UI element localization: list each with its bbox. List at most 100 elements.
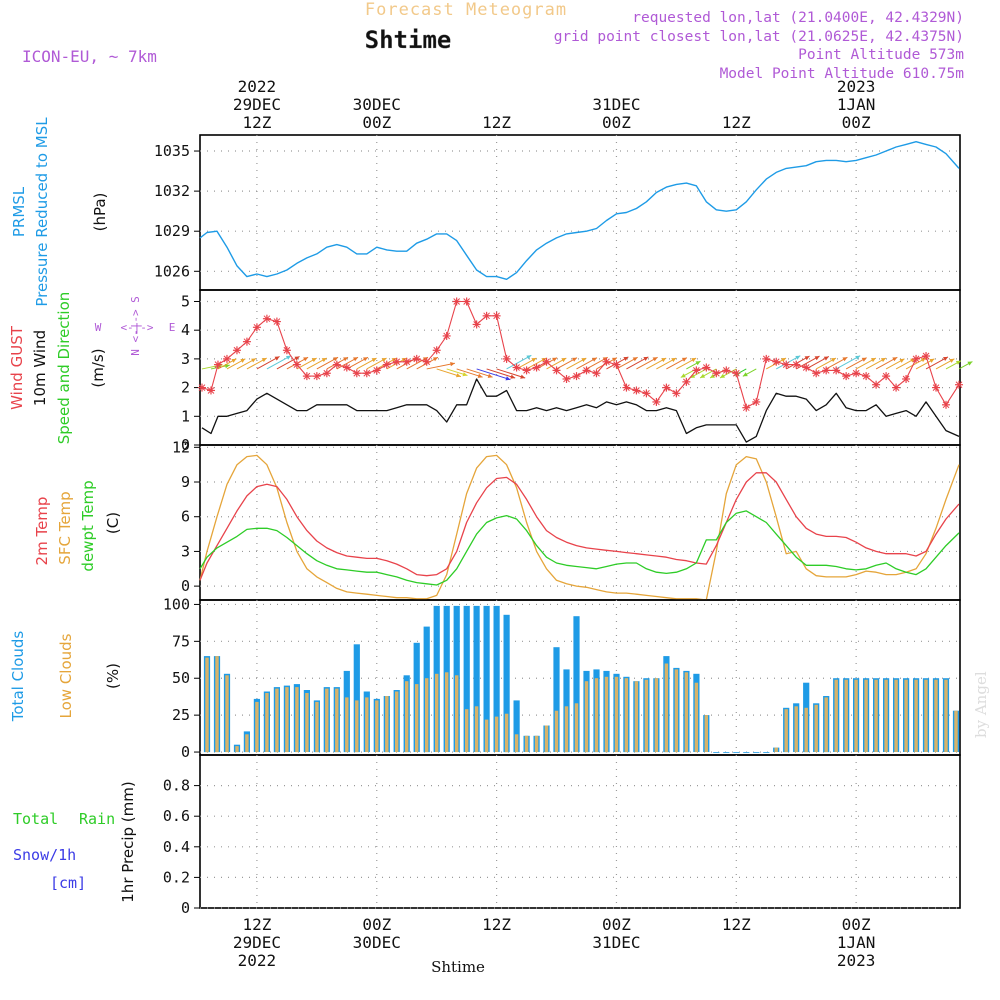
gust-marker-d2 — [643, 389, 650, 397]
y-tick-label: 1029 — [154, 222, 190, 240]
wind-gust-marker — [592, 369, 601, 378]
low-cloud-bar — [554, 710, 559, 752]
gust-marker-d2 — [702, 364, 710, 371]
low-cloud-bar — [205, 657, 209, 753]
wind-direction-arrow — [476, 368, 511, 381]
wind-gust-marker — [862, 372, 871, 381]
gust-marker-d2 — [752, 398, 760, 406]
wind-gust-line — [201, 300, 960, 409]
gust-marker-d2 — [722, 367, 730, 374]
y-tick-label: 4 — [181, 321, 190, 339]
wind-10m-line — [201, 378, 960, 443]
wind-direction-arrowhead — [612, 357, 617, 362]
gridpoint-coords: grid point closest lon,lat (21.0625E, 42… — [554, 29, 964, 45]
wind-direction-arrowhead — [477, 373, 483, 378]
low-cloud-bar — [265, 693, 269, 752]
low-cloud-bar — [844, 679, 848, 752]
wind-gust-marker — [722, 366, 731, 375]
wind-gust-marker — [955, 380, 964, 389]
wind-10m-label: 10m Wind — [31, 330, 49, 406]
gust-marker-d2 — [233, 346, 241, 354]
gust-marker-d2 — [683, 378, 690, 386]
low-cloud-bar — [315, 701, 319, 753]
wind-direction-arrowhead — [823, 356, 829, 361]
low-cloud-bar — [285, 687, 289, 753]
wind-gust-marker — [232, 346, 241, 355]
low-cloud-bar — [954, 710, 958, 752]
gust-marker-d2 — [363, 369, 371, 377]
total-cloud-bar — [743, 752, 750, 753]
wind-gust-marker — [242, 337, 251, 346]
low-cloud-bar — [504, 713, 509, 753]
gust-marker-d2 — [503, 355, 510, 363]
low-cloud-bar — [624, 678, 629, 752]
y-tick-label: 1026 — [154, 262, 190, 280]
y-tick-label: 3 — [181, 350, 190, 368]
gust-marker-d2 — [892, 384, 900, 391]
low-clouds-label: Low Clouds — [57, 633, 75, 718]
gust-marker-d2 — [423, 358, 431, 366]
wind-direction-arrowhead — [742, 372, 748, 377]
low-cloud-bar — [604, 676, 609, 753]
low-cloud-bar — [345, 697, 349, 752]
pressure-label-1: PRMSL — [10, 186, 28, 237]
precip-unit: 1hr Precip (mm) — [119, 781, 137, 902]
time-label: 12Z — [482, 915, 511, 934]
gust-marker-d2 — [852, 369, 860, 377]
gust-marker-d2 — [712, 369, 720, 377]
wind-direction-arrowhead — [450, 362, 455, 367]
wind-direction-arrowhead — [955, 360, 961, 365]
gust-marker-d2 — [613, 361, 620, 368]
wind-gust-marker — [782, 360, 791, 369]
low-cloud-bar — [784, 709, 788, 752]
panels: 1026102910321035012345036912025507510000… — [154, 134, 973, 917]
gust-marker-d2 — [433, 346, 441, 354]
precip-cm-label: [cm] — [50, 874, 86, 892]
low-cloud-bar — [425, 678, 429, 752]
wind-direction-arrowhead — [303, 357, 309, 362]
wind-gust-marker — [432, 346, 441, 355]
y-tick-label: 12 — [172, 438, 190, 456]
wind-gust-marker — [892, 383, 901, 392]
low-cloud-bar — [864, 679, 868, 752]
low-cloud-bar — [894, 679, 898, 752]
low-cloud-bar — [884, 679, 888, 752]
gust-marker-d2 — [573, 372, 580, 380]
wind-gust-marker — [602, 357, 611, 366]
wind-direction-arrowhead — [311, 358, 317, 363]
dewpt-line — [199, 510, 960, 586]
low-cloud-bar — [664, 663, 669, 753]
gust-marker-d2 — [323, 369, 331, 377]
low-cloud-bar — [594, 678, 599, 752]
wind-direction-arrowhead — [691, 358, 697, 363]
wind-gust-marker — [322, 369, 331, 378]
total-cloud-bar — [353, 644, 360, 753]
gust-marker-d2 — [812, 369, 820, 377]
gust-marker-d2 — [263, 315, 271, 323]
wind-direction-arrowhead — [661, 358, 667, 363]
gust-marker-d2 — [313, 372, 321, 380]
wind-gust-marker — [732, 369, 741, 378]
wind-gust-marker — [812, 369, 821, 378]
wind-gust-marker — [482, 311, 491, 320]
wind-direction-arrowhead — [353, 357, 358, 362]
total-cloud-bar — [463, 605, 470, 752]
time-label: 00Z — [602, 915, 631, 934]
gust-marker-d2 — [383, 361, 391, 368]
time-label: 1JAN — [837, 933, 876, 952]
sfc-temp-line — [199, 454, 960, 601]
wind-gust-marker — [802, 363, 811, 372]
time-label: 1JAN — [837, 95, 876, 114]
wind-direction-arrow — [456, 368, 483, 378]
wind-direction-arrowhead — [321, 358, 327, 363]
time-label: 12Z — [482, 113, 511, 132]
total-cloud-bar — [753, 752, 760, 753]
wind-direction-arrowhead — [462, 372, 468, 377]
wind-direction-arrowhead — [343, 357, 348, 362]
wind-direction-arrowhead — [541, 358, 547, 363]
gust-marker-d2 — [593, 369, 600, 377]
wind-gust-marker — [312, 372, 321, 381]
low-cloud-bar — [574, 703, 579, 752]
time-label: 12Z — [242, 915, 271, 934]
